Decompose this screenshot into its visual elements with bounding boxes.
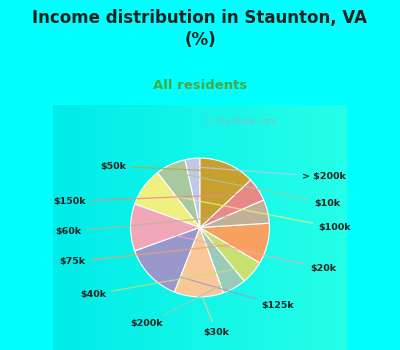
Wedge shape	[200, 228, 244, 293]
Wedge shape	[174, 228, 224, 297]
Text: $10k: $10k	[177, 173, 340, 208]
Text: ⓘ City-Data.com: ⓘ City-Data.com	[205, 117, 278, 126]
Text: $100k: $100k	[153, 192, 351, 232]
Text: $40k: $40k	[80, 268, 244, 299]
Text: $75k: $75k	[60, 242, 257, 266]
Wedge shape	[200, 180, 264, 228]
Text: $200k: $200k	[131, 282, 228, 328]
Text: $60k: $60k	[56, 214, 257, 236]
Text: $150k: $150k	[53, 194, 248, 206]
Wedge shape	[200, 200, 269, 228]
Wedge shape	[135, 173, 200, 228]
Wedge shape	[200, 228, 260, 281]
Text: $20k: $20k	[142, 228, 336, 273]
Text: $30k: $30k	[200, 291, 229, 337]
Wedge shape	[200, 223, 270, 263]
Wedge shape	[158, 160, 200, 228]
Text: > $200k: > $200k	[196, 167, 346, 181]
Wedge shape	[200, 158, 251, 228]
Text: All residents: All residents	[153, 79, 247, 92]
Text: Income distribution in Staunton, VA
(%): Income distribution in Staunton, VA (%)	[32, 9, 368, 49]
Wedge shape	[135, 228, 200, 292]
Text: $125k: $125k	[159, 271, 294, 310]
Text: $50k: $50k	[100, 162, 222, 171]
Wedge shape	[130, 204, 200, 251]
Wedge shape	[185, 158, 200, 228]
